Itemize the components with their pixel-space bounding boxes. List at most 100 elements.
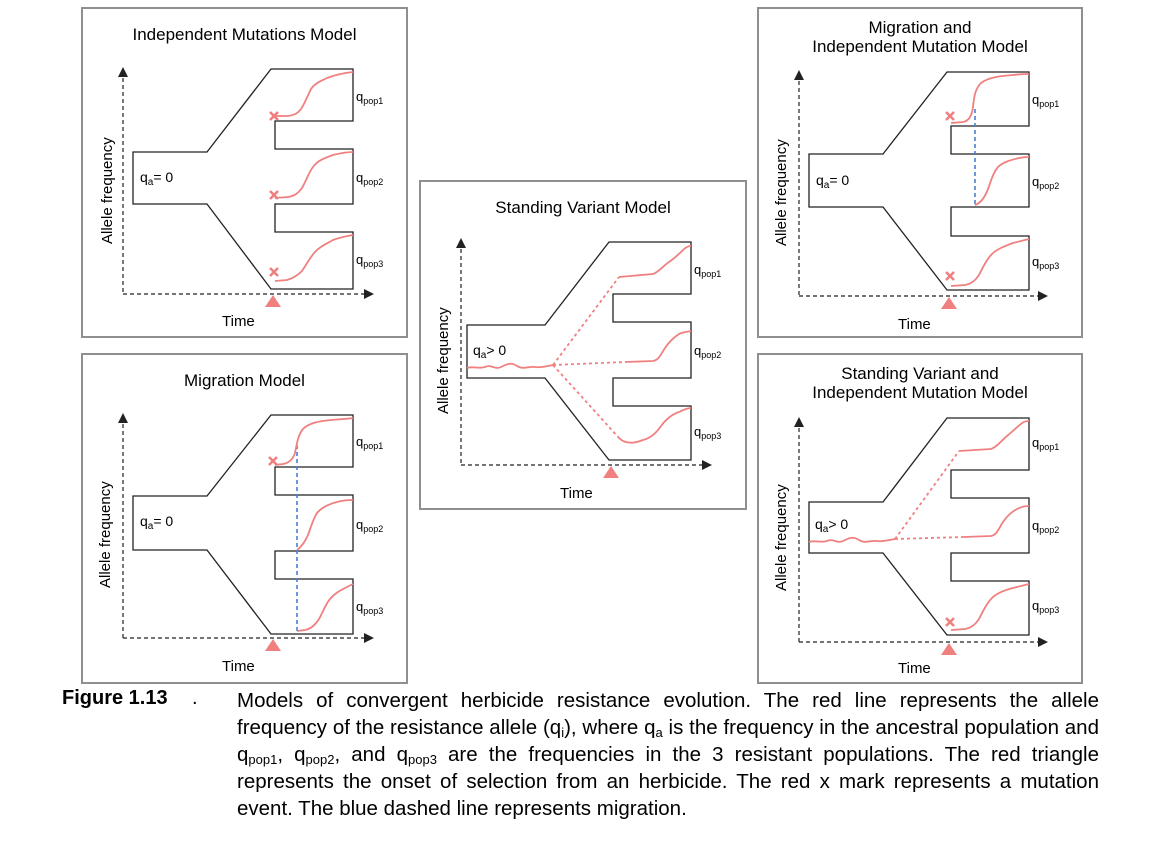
qpop1-label: qpop1	[1032, 92, 1060, 109]
x-axis-label: Time	[898, 660, 931, 677]
frequency-lines	[950, 73, 1030, 287]
y-axis-label: Allele frequency	[435, 307, 452, 414]
x-axis-label: Time	[898, 316, 931, 333]
population-tree	[808, 417, 1030, 636]
frequency-line-pop2	[625, 330, 692, 363]
population-tree	[466, 241, 692, 461]
panel-migration: Migration Model Allele frequency Time qa…	[81, 353, 408, 684]
panel-title: Migration Model	[184, 371, 305, 390]
ancestral-frequency-label: qa= 0	[816, 172, 850, 191]
qpop2-label: qpop2	[1032, 518, 1060, 535]
frequency-lines	[274, 71, 354, 282]
caption-text: Models of convergent herbicide resistanc…	[237, 689, 1099, 820]
axes	[798, 421, 1042, 643]
frequency-lines	[274, 417, 354, 632]
x-axis-arrow	[1038, 637, 1048, 647]
frequency-line-pop2	[274, 151, 354, 199]
frequency-line-pop3	[950, 238, 1030, 287]
population-tree	[132, 68, 354, 290]
selection-onset-triangle	[265, 639, 281, 651]
panel-title-line2: Independent Mutation Model	[812, 37, 1028, 56]
migration-diagram	[118, 413, 374, 651]
axes	[122, 417, 368, 639]
qpop2-label: qpop2	[356, 517, 384, 534]
y-axis-label: Allele frequency	[773, 484, 790, 591]
qpop1-label: qpop1	[356, 434, 384, 451]
panel-title: Standing Variant Model	[495, 198, 671, 217]
qpop3-label: qpop3	[694, 424, 722, 441]
panel-title: Independent Mutations Model	[132, 25, 357, 44]
y-axis-arrow	[118, 413, 128, 423]
frequency-line-pop2	[974, 156, 1030, 206]
mutation-mark-pop1	[945, 111, 955, 121]
selection-onset-triangle	[603, 466, 619, 478]
frequency-line-pop2	[296, 499, 354, 551]
dotted-branch-pop1	[552, 276, 620, 366]
frequency-line-pop1	[618, 245, 692, 278]
frequency-line-pop3	[618, 407, 692, 444]
mutation-mark-pop1	[269, 111, 279, 121]
ancestral-frequency-line	[466, 362, 554, 369]
y-axis-arrow	[456, 238, 466, 248]
mutation-marks	[269, 111, 279, 277]
frequency-line-pop3	[274, 234, 354, 282]
ancestral-frequency-label: qa> 0	[473, 342, 507, 361]
mutation-mark-pop2	[269, 190, 279, 200]
standing-variant-diagram	[456, 238, 712, 478]
standing-independent-diagram	[794, 417, 1048, 655]
panel-title-line2: Independent Mutation Model	[812, 383, 1028, 402]
selection-onset-triangle	[941, 297, 957, 309]
qpop2-label: qpop2	[694, 343, 722, 360]
frequency-line-pop3	[296, 583, 354, 632]
qpop3-label: qpop3	[1032, 254, 1060, 271]
selection-onset-triangle	[941, 643, 957, 655]
mutation-marks	[945, 111, 955, 281]
frequency-line-pop1	[950, 73, 1030, 124]
qpop1-label: qpop1	[1032, 435, 1060, 452]
y-axis-arrow	[118, 67, 128, 77]
frequency-line-pop1	[274, 417, 354, 466]
axes	[798, 74, 1042, 297]
dotted-branch-pop1	[894, 450, 960, 540]
qpop1-label: qpop1	[356, 89, 384, 106]
qpop3-label: qpop3	[1032, 598, 1060, 615]
qpop1-label: qpop1	[694, 262, 722, 279]
y-axis-arrow	[794, 417, 804, 427]
panel-migration-independent: Migration and Independent Mutation Model…	[757, 7, 1083, 338]
dotted-branch-pop2	[552, 361, 627, 366]
y-axis-label: Allele frequency	[97, 481, 114, 588]
selection-onset-triangle	[265, 295, 281, 307]
frequency-line-pop1	[958, 420, 1030, 452]
x-axis-arrow	[1038, 291, 1048, 301]
population-tree	[132, 414, 354, 635]
dotted-branch-pop2	[894, 536, 965, 540]
x-axis-arrow	[702, 460, 712, 470]
y-axis-label: Allele frequency	[773, 139, 790, 246]
y-axis-arrow	[794, 70, 804, 80]
x-axis-arrow	[364, 289, 374, 299]
x-axis-label: Time	[222, 313, 255, 330]
figure-label: Figure 1.13	[62, 687, 168, 709]
x-axis-label: Time	[222, 658, 255, 675]
independent-diagram	[118, 67, 374, 307]
qpop3-label: qpop3	[356, 599, 384, 616]
x-axis-arrow	[364, 633, 374, 643]
frequency-line-pop1	[275, 71, 354, 117]
mutation-marks	[945, 617, 955, 627]
x-axis-label: Time	[560, 485, 593, 502]
figure-label-dot: .	[192, 687, 198, 709]
ancestral-frequency-label: qa= 0	[140, 169, 174, 188]
qpop2-label: qpop2	[356, 170, 384, 187]
axes	[122, 71, 368, 295]
frequency-line-pop3	[950, 583, 1030, 631]
mutation-mark-pop1	[268, 456, 278, 466]
frequency-lines	[894, 420, 1030, 631]
mutation-mark-pop3	[945, 271, 955, 281]
panel-title-line1: Standing Variant and	[841, 364, 999, 383]
panel-independent-mutations: Independent Mutations Model Allele frequ…	[81, 7, 408, 338]
mutation-mark-pop3	[945, 617, 955, 627]
axes	[460, 242, 706, 466]
qpop3-label: qpop3	[356, 252, 384, 269]
frequency-lines	[552, 245, 692, 444]
population-tree	[808, 71, 1030, 291]
